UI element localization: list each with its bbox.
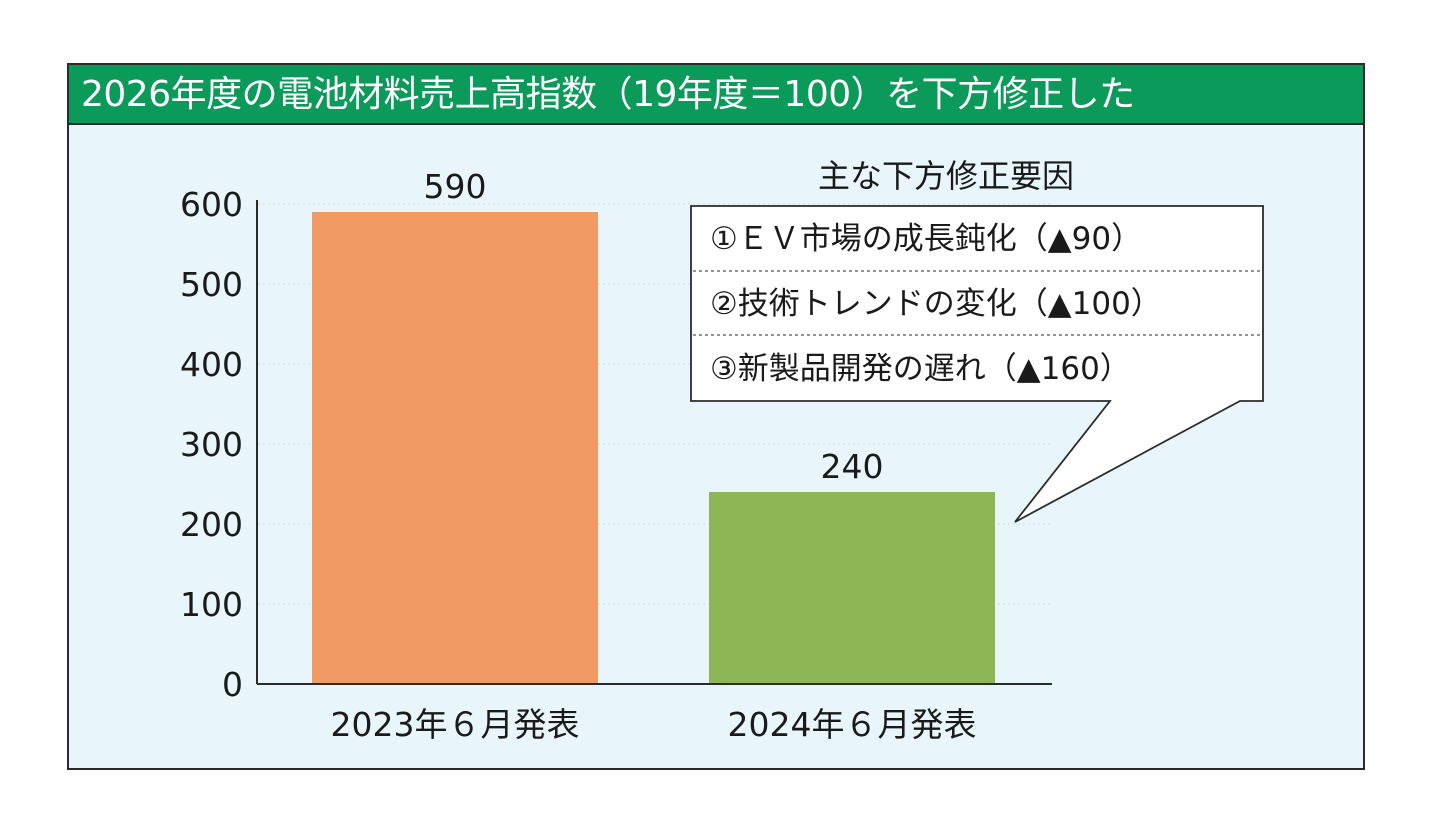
callout-item-ev-slowdown: ①ＥＶ市場の成長鈍化（▲90）	[710, 221, 1143, 257]
category-labels: 2023年６月発表 2024年６月発表	[331, 705, 977, 744]
callout-item-tech-trend: ②技術トレンドの変化（▲100）	[710, 286, 1162, 322]
y-tick-label: 100	[180, 585, 243, 624]
callout-heading: 主な下方修正要因	[818, 157, 1075, 195]
bar	[709, 492, 995, 684]
data-labels: 590 240	[424, 167, 884, 486]
title-bar: 2026年度の電池材料売上高指数（19年度＝100）を下方修正した	[69, 65, 1363, 125]
callout-box	[690, 205, 1264, 523]
y-tick-label: 200	[180, 505, 243, 544]
bars	[312, 212, 995, 684]
category-label: 2024年６月発表	[728, 705, 977, 744]
callout-item-product-delay: ③新製品開発の遅れ（▲160）	[710, 351, 1131, 387]
y-tick-labels: 0 100 200 300 400 500 600	[180, 185, 243, 704]
y-tick-label: 600	[180, 185, 243, 224]
callout-shape	[690, 205, 1264, 523]
data-label: 590	[424, 167, 487, 206]
category-label: 2023年６月発表	[331, 705, 580, 744]
y-tick-label: 300	[180, 425, 243, 464]
y-tick-label: 500	[180, 265, 243, 304]
bar	[312, 212, 598, 684]
y-tick-label: 400	[180, 345, 243, 384]
axes	[256, 200, 1052, 685]
chart-title: 2026年度の電池材料売上高指数（19年度＝100）を下方修正した	[81, 74, 1135, 115]
y-tick-label: 0	[222, 665, 243, 704]
data-label: 240	[821, 447, 884, 486]
